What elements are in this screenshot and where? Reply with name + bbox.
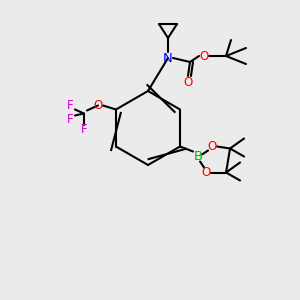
Text: B: B xyxy=(194,150,202,163)
Text: F: F xyxy=(67,99,73,112)
Text: O: O xyxy=(207,140,217,153)
Text: O: O xyxy=(93,99,103,112)
Text: O: O xyxy=(200,50,208,62)
Text: O: O xyxy=(201,166,211,179)
Text: F: F xyxy=(81,123,87,136)
Text: N: N xyxy=(163,52,173,64)
Text: O: O xyxy=(183,76,193,88)
Text: F: F xyxy=(67,113,73,126)
